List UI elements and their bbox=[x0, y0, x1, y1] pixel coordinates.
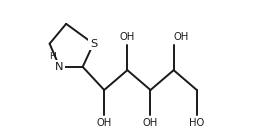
Text: OH: OH bbox=[143, 118, 158, 128]
Text: N: N bbox=[55, 62, 64, 72]
Text: HO: HO bbox=[189, 118, 204, 128]
Text: OH: OH bbox=[174, 32, 189, 42]
Text: OH: OH bbox=[96, 118, 112, 128]
Text: OH: OH bbox=[120, 32, 135, 42]
Text: S: S bbox=[90, 39, 97, 49]
Text: H: H bbox=[50, 52, 56, 61]
